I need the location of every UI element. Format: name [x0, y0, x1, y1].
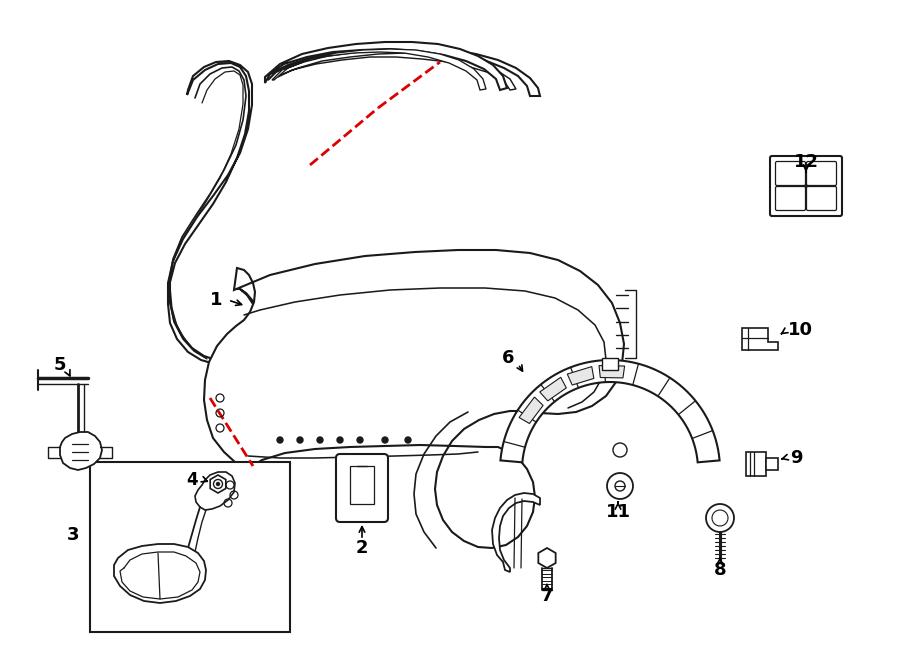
Text: 6: 6 — [502, 349, 514, 367]
FancyBboxPatch shape — [776, 187, 806, 211]
Polygon shape — [519, 397, 543, 424]
Text: 3: 3 — [67, 526, 79, 544]
Polygon shape — [567, 367, 594, 385]
Circle shape — [382, 437, 388, 443]
Text: 7: 7 — [541, 587, 554, 605]
Circle shape — [217, 483, 220, 485]
Text: 1: 1 — [210, 291, 222, 309]
FancyBboxPatch shape — [776, 162, 806, 185]
Polygon shape — [538, 548, 555, 568]
Polygon shape — [265, 42, 507, 90]
Polygon shape — [114, 544, 206, 603]
Text: 9: 9 — [790, 449, 802, 467]
FancyBboxPatch shape — [806, 187, 836, 211]
Text: 11: 11 — [606, 503, 631, 521]
Polygon shape — [272, 49, 486, 90]
Polygon shape — [195, 472, 235, 510]
Circle shape — [405, 437, 411, 443]
Polygon shape — [60, 432, 102, 470]
Polygon shape — [500, 360, 720, 462]
Bar — [350, 466, 374, 504]
Polygon shape — [204, 250, 624, 548]
Text: 8: 8 — [714, 561, 726, 579]
Text: 10: 10 — [788, 321, 813, 339]
Polygon shape — [492, 493, 540, 572]
FancyBboxPatch shape — [806, 162, 836, 185]
Circle shape — [357, 437, 363, 443]
Text: 4: 4 — [186, 471, 198, 489]
Circle shape — [297, 437, 303, 443]
Circle shape — [317, 437, 323, 443]
Polygon shape — [168, 61, 258, 364]
Polygon shape — [742, 328, 778, 350]
Polygon shape — [746, 452, 766, 476]
Text: 12: 12 — [794, 153, 818, 171]
Polygon shape — [278, 53, 516, 90]
Circle shape — [337, 437, 343, 443]
Polygon shape — [599, 365, 625, 378]
Polygon shape — [602, 358, 618, 370]
Text: 2: 2 — [356, 539, 368, 557]
Polygon shape — [211, 475, 226, 493]
Polygon shape — [766, 458, 778, 470]
Text: 5: 5 — [54, 356, 67, 374]
Polygon shape — [540, 377, 566, 401]
Polygon shape — [268, 48, 540, 96]
FancyBboxPatch shape — [770, 156, 842, 216]
Bar — [90, 462, 290, 632]
FancyBboxPatch shape — [336, 454, 388, 522]
Circle shape — [277, 437, 283, 443]
